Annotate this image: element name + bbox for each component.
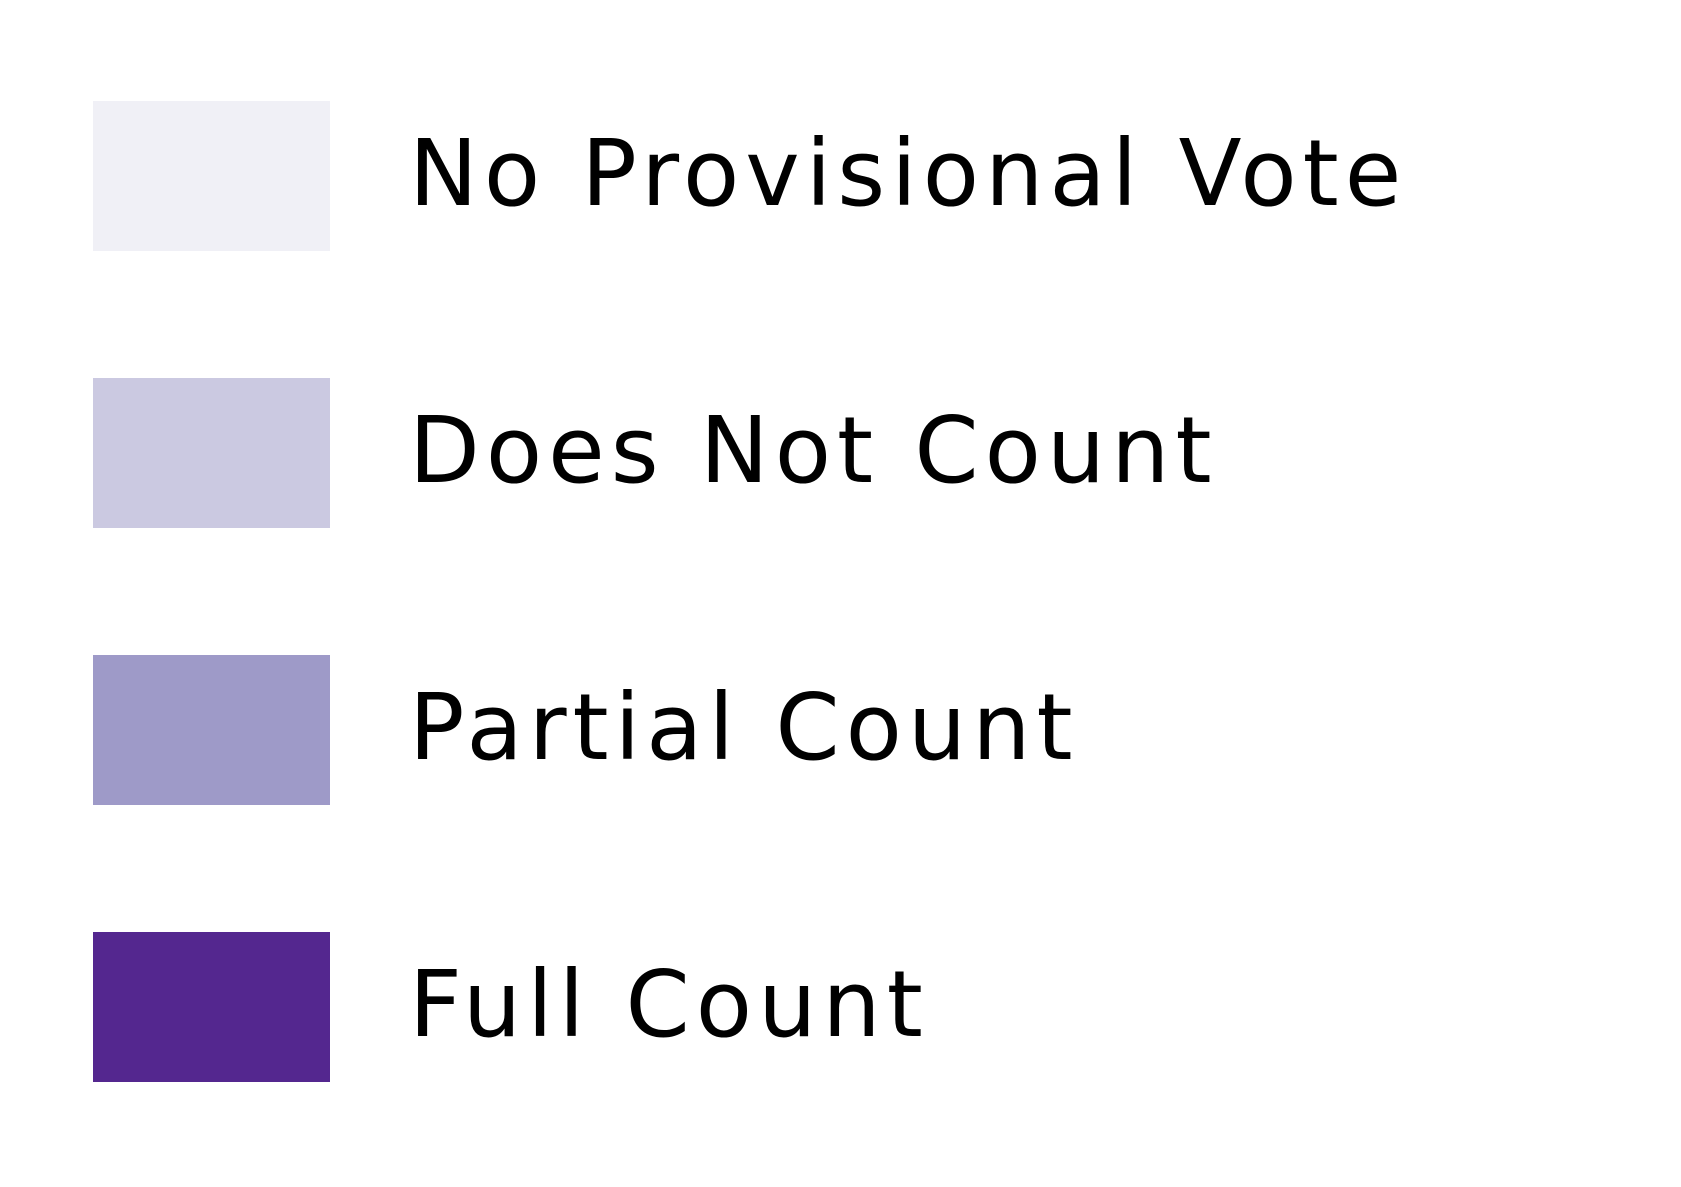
- legend-item-full-count: Full Count: [93, 932, 1593, 1082]
- legend-item-no-provisional-vote: No Provisional Vote: [93, 101, 1593, 251]
- legend-swatch: [93, 655, 330, 805]
- legend-swatch: [93, 101, 330, 251]
- legend-label: No Provisional Vote: [409, 120, 1408, 227]
- legend-label: Does Not Count: [409, 397, 1218, 504]
- legend-item-partial-count: Partial Count: [93, 655, 1593, 805]
- legend-label: Partial Count: [409, 674, 1079, 781]
- legend-item-does-not-count: Does Not Count: [93, 378, 1593, 528]
- legend-label: Full Count: [409, 951, 929, 1058]
- legend-swatch: [93, 378, 330, 528]
- legend-swatch: [93, 932, 330, 1082]
